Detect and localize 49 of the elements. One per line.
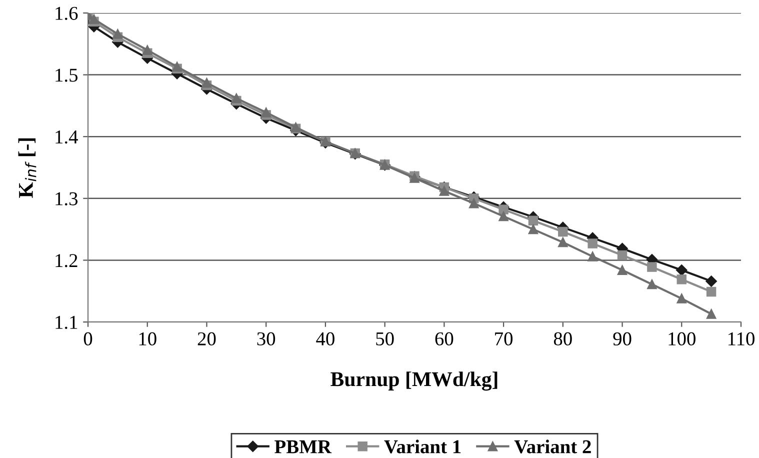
x-tick-label: 0 <box>84 332 92 346</box>
y-tick-label: 1.4 <box>56 130 78 144</box>
point <box>469 198 479 208</box>
point <box>706 276 717 287</box>
x-tick-label: 60 <box>435 332 454 346</box>
point <box>232 93 242 104</box>
point <box>498 211 508 222</box>
point <box>676 264 688 276</box>
y-tick-label: 1.2 <box>56 254 78 268</box>
legend-label: Variant 2 <box>514 440 591 454</box>
y-tick-label: 1.6 <box>56 6 78 20</box>
x-tick-label: 50 <box>376 332 394 346</box>
y-axis-title: K$_{inf}$ [-] <box>18 138 36 198</box>
point <box>676 294 686 304</box>
point <box>617 250 628 260</box>
x-tick-label: 90 <box>613 332 632 346</box>
point <box>528 216 538 226</box>
point <box>142 45 152 55</box>
legend-label: PBMR <box>274 440 332 454</box>
point <box>558 226 568 237</box>
point <box>261 108 271 118</box>
point <box>439 186 450 196</box>
x-tick-label: 10 <box>139 332 156 346</box>
point <box>112 29 123 39</box>
legend-label: Variant 1 <box>384 440 461 454</box>
x-tick-label: 40 <box>316 332 334 346</box>
x-tick-label: 70 <box>495 332 513 346</box>
y-tick-label: 1.5 <box>56 68 78 82</box>
point <box>617 265 628 275</box>
point <box>706 286 716 297</box>
point <box>706 309 716 319</box>
x-axis-title: Burnup [MWd/kg] <box>330 372 498 391</box>
x-tick-label: 100 <box>668 332 696 346</box>
point <box>558 237 568 248</box>
x-tick-label: 20 <box>198 332 216 346</box>
x-tick-label: 30 <box>257 332 276 346</box>
point <box>89 14 99 24</box>
point <box>498 204 508 214</box>
point <box>647 262 657 272</box>
point <box>588 252 598 262</box>
x-tick-label: 80 <box>554 332 572 346</box>
y-tick-label: 1.3 <box>56 192 78 206</box>
point <box>528 224 538 234</box>
point <box>588 238 598 248</box>
x-tick-label: 110 <box>728 332 754 346</box>
point <box>202 78 212 88</box>
y-tick-label: 1.1 <box>56 316 78 330</box>
point <box>676 274 686 284</box>
point <box>647 279 657 290</box>
